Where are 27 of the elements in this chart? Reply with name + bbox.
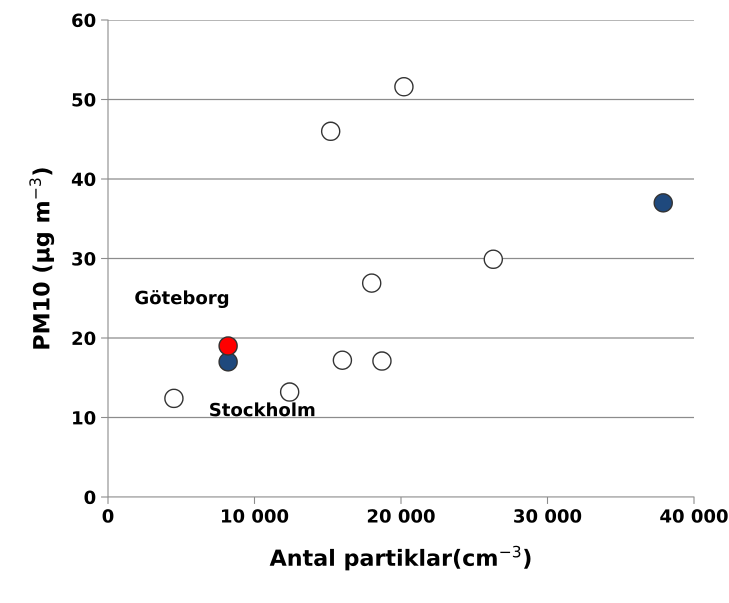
y-tick-label: 10 [73, 410, 96, 425]
y-tick-label: 30 [72, 252, 96, 266]
x-tick-label: 10 000 [222, 509, 288, 523]
x-axis-title: Antal partiklar(cm$^{−3}$) [270, 546, 530, 570]
y-tick-label: 20 [72, 331, 96, 346]
point [484, 250, 504, 270]
y-tick-label: 60 [72, 13, 96, 28]
point [362, 273, 382, 293]
point [394, 77, 414, 97]
point [164, 388, 184, 408]
x-tick-label: 20 000 [368, 509, 435, 523]
point [372, 351, 392, 371]
x-tick-label: 0 [102, 509, 114, 523]
point [332, 350, 352, 370]
annotation: Göteborg [135, 290, 228, 308]
point [653, 193, 673, 213]
y-tick-label: 40 [72, 172, 96, 186]
point [280, 382, 300, 402]
y-tick-label: 0 [84, 490, 96, 504]
annotation: Stockholm [210, 402, 314, 416]
x-tick-label: 40 000 [660, 509, 728, 523]
x-tick-label: 30 000 [514, 509, 582, 523]
point [218, 336, 238, 356]
y-tick-label: 50 [72, 92, 96, 107]
point [320, 122, 340, 142]
y-axis-title: PM10 (µg m$^{−3}$) [29, 168, 54, 349]
point [218, 352, 238, 372]
